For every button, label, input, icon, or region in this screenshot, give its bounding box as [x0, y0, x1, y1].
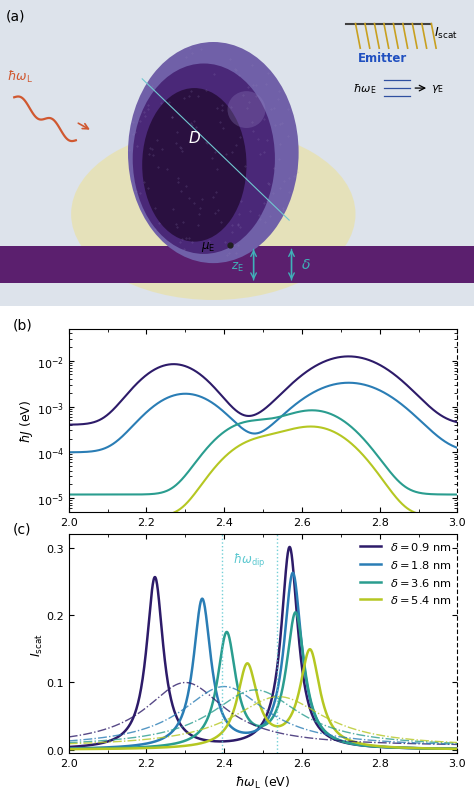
Ellipse shape	[128, 43, 299, 264]
Text: $\delta$: $\delta$	[301, 258, 311, 272]
Text: $\gamma_\mathrm{E}$: $\gamma_\mathrm{E}$	[431, 83, 444, 95]
Text: $z_\mathrm{E}$: $z_\mathrm{E}$	[231, 260, 244, 273]
Ellipse shape	[228, 92, 265, 128]
Text: (c): (c)	[12, 522, 31, 536]
Text: $D$: $D$	[188, 130, 201, 146]
Ellipse shape	[133, 64, 275, 255]
Y-axis label: $\hbar J$ (eV): $\hbar J$ (eV)	[18, 399, 35, 442]
Text: (b): (b)	[12, 318, 32, 332]
Text: Emitter: Emitter	[358, 51, 407, 65]
Ellipse shape	[71, 128, 356, 300]
Text: $\hbar\omega_\mathrm{L}$: $\hbar\omega_\mathrm{L}$	[7, 68, 33, 85]
Ellipse shape	[142, 89, 246, 243]
Legend: $\delta=0.9$ nm, $\delta=1.8$ nm, $\delta=3.6$ nm, $\delta=5.4$ nm: $\delta=0.9$ nm, $\delta=1.8$ nm, $\delt…	[360, 540, 452, 605]
Text: (a): (a)	[6, 9, 25, 23]
X-axis label: $\hbar\omega_\mathrm{L}$ (eV): $\hbar\omega_\mathrm{L}$ (eV)	[236, 532, 291, 548]
X-axis label: $\hbar\omega_\mathrm{L}$ (eV): $\hbar\omega_\mathrm{L}$ (eV)	[236, 773, 291, 789]
Text: $I_\mathrm{scat}$: $I_\mathrm{scat}$	[434, 26, 457, 41]
Y-axis label: $I_\mathrm{scat}$: $I_\mathrm{scat}$	[30, 632, 45, 656]
Bar	[0, 247, 474, 283]
Text: $\hbar\omega_\mathrm{dip}$: $\hbar\omega_\mathrm{dip}$	[233, 552, 265, 569]
Text: $\mu_\mathrm{E}$: $\mu_\mathrm{E}$	[201, 239, 216, 254]
Text: $\hbar\omega_\mathrm{E}$: $\hbar\omega_\mathrm{E}$	[354, 82, 377, 96]
